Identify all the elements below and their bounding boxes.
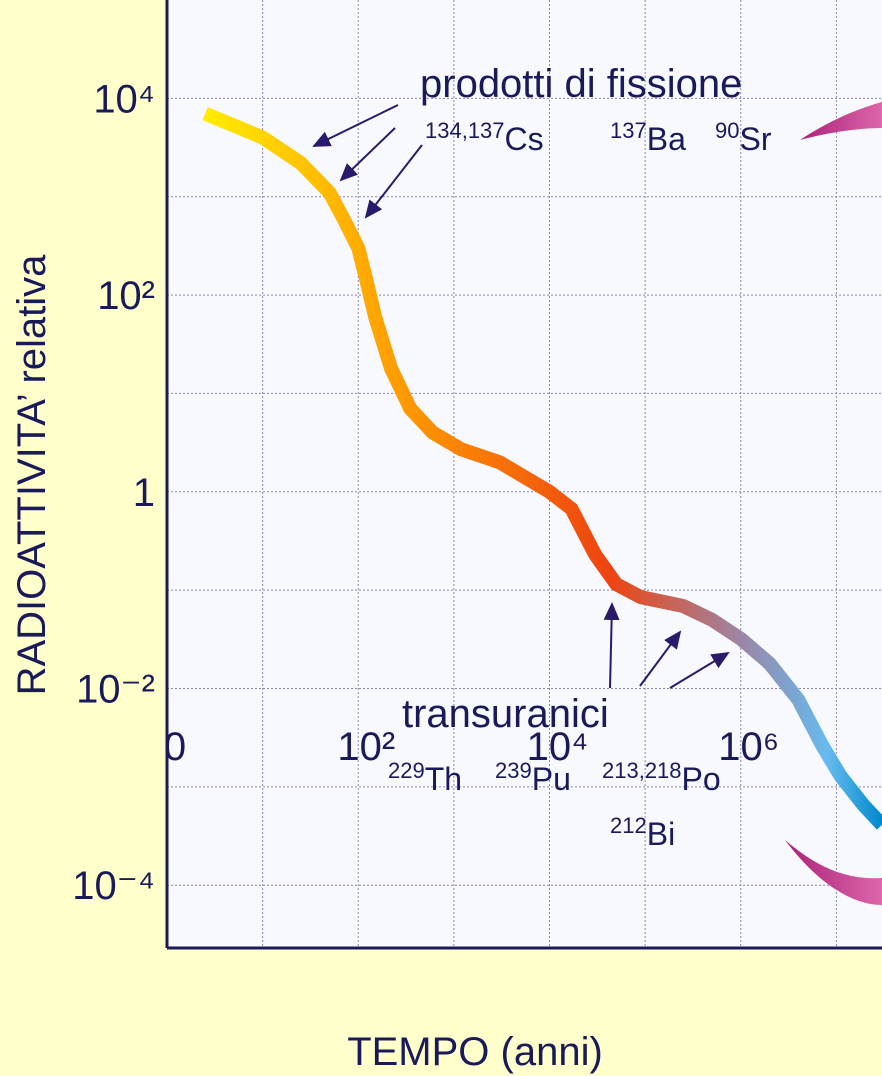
- isotope-symbol: Th: [425, 761, 462, 797]
- isotope: 229Th: [388, 758, 462, 797]
- isotope-mass: 229: [388, 758, 425, 783]
- isotope-mass: 213,218: [602, 758, 682, 783]
- data-line: [202, 107, 882, 830]
- x-tick-label: 0: [164, 725, 186, 769]
- x-tick-label: 10⁴: [527, 725, 589, 769]
- isotope-symbol: Po: [682, 761, 721, 797]
- isotope: 134,137Cs: [425, 118, 544, 157]
- isotope: 90Sr: [715, 118, 772, 157]
- x-tick-label: 10²: [337, 725, 395, 769]
- isotope-mass: 137: [610, 118, 647, 143]
- y-tick-label: 10⁻²: [76, 668, 155, 712]
- isotope: 239Pu: [495, 758, 571, 797]
- isotope-mass: 90: [715, 118, 739, 143]
- x-axis-label: TEMPO (anni): [347, 1030, 603, 1074]
- y-tick-label: 1: [133, 471, 155, 515]
- isotope: 213,218Po: [602, 758, 721, 797]
- isotope-symbol: Sr: [739, 121, 771, 157]
- y-axis-label: RADIOATTIVITA’ relativa: [10, 254, 54, 696]
- annotation-title: transuranici: [402, 692, 609, 736]
- isotope-mass: 239: [495, 758, 532, 783]
- arrows: [312, 104, 730, 689]
- isotope-symbol: Pu: [532, 761, 571, 797]
- swoosh: [785, 840, 882, 905]
- isotope-symbol: Bi: [647, 816, 675, 852]
- y-tick-label: 10²: [97, 274, 155, 318]
- x-tick-label: 10⁶: [718, 725, 779, 769]
- isotope: 212Bi: [610, 813, 675, 852]
- annotation-title: prodotti di fissione: [420, 62, 742, 106]
- y-tick-label: 10⁴: [93, 77, 155, 121]
- isotope-symbol: Ba: [647, 121, 686, 157]
- isotope-mass: 212: [610, 813, 647, 838]
- isotope-symbol: Cs: [505, 121, 544, 157]
- y-tick-label: 10⁻⁴: [72, 864, 155, 908]
- isotope: 137Ba: [610, 118, 686, 157]
- swoosh: [800, 102, 882, 140]
- isotope-mass: 134,137: [425, 118, 505, 143]
